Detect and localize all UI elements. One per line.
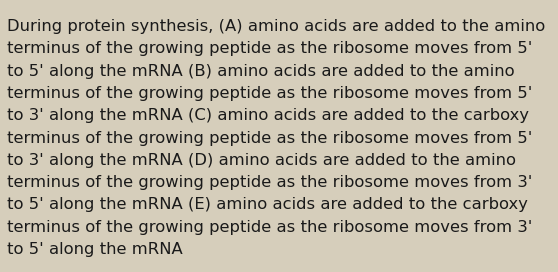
Text: terminus of the growing peptide as the ribosome moves from 5': terminus of the growing peptide as the r… [7,41,533,56]
Text: to 5' along the mRNA (B) amino acids are added to the amino: to 5' along the mRNA (B) amino acids are… [7,64,515,79]
Text: to 3' along the mRNA (D) amino acids are added to the amino: to 3' along the mRNA (D) amino acids are… [7,153,516,168]
Text: terminus of the growing peptide as the ribosome moves from 3': terminus of the growing peptide as the r… [7,175,533,190]
Text: During protein synthesis, (A) amino acids are added to the amino: During protein synthesis, (A) amino acid… [7,19,546,34]
Text: terminus of the growing peptide as the ribosome moves from 5': terminus of the growing peptide as the r… [7,86,533,101]
Text: to 5' along the mRNA: to 5' along the mRNA [7,242,183,257]
Text: to 3' along the mRNA (C) amino acids are added to the carboxy: to 3' along the mRNA (C) amino acids are… [7,108,530,123]
Text: to 5' along the mRNA (E) amino acids are added to the carboxy: to 5' along the mRNA (E) amino acids are… [7,197,528,212]
Text: terminus of the growing peptide as the ribosome moves from 3': terminus of the growing peptide as the r… [7,220,533,235]
Text: terminus of the growing peptide as the ribosome moves from 5': terminus of the growing peptide as the r… [7,131,533,146]
